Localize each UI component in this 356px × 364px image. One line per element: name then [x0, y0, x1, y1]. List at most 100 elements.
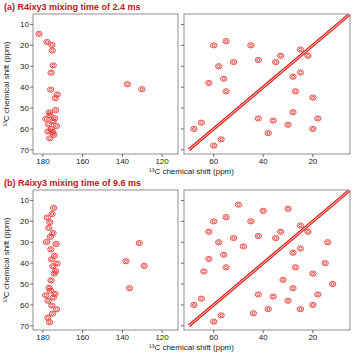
- peak: [322, 261, 328, 266]
- y-tick: [181, 200, 184, 201]
- y-tick: [30, 284, 33, 285]
- peak: [292, 89, 298, 94]
- peak: [240, 244, 246, 249]
- panel: 18016014012010203040506070: [20, 190, 178, 342]
- peak: [51, 116, 57, 121]
- peak: [272, 59, 278, 64]
- y-tick-label: 70: [20, 322, 29, 331]
- peak: [305, 229, 311, 234]
- peak: [292, 265, 298, 270]
- peak: [44, 39, 50, 44]
- peak: [52, 108, 58, 113]
- peak: [310, 126, 316, 131]
- panel-title: (a) R4ixy3 mixing time of 2.4 ms: [4, 2, 141, 12]
- peak: [290, 286, 296, 291]
- peak: [223, 215, 229, 220]
- peak: [45, 122, 51, 127]
- x-tick-label: 60: [209, 333, 218, 342]
- marks: [36, 31, 145, 141]
- peak: [250, 311, 256, 316]
- peak: [198, 296, 204, 301]
- peak: [48, 70, 54, 75]
- peak: [206, 256, 212, 261]
- peak: [255, 292, 261, 297]
- y-tick-label: 40: [20, 83, 29, 92]
- peak: [47, 234, 53, 239]
- y-tick: [30, 45, 33, 46]
- plot-frame: [184, 190, 350, 330]
- peak: [43, 293, 49, 298]
- peak: [141, 263, 147, 268]
- x-tick-label: 20: [308, 157, 317, 166]
- peak: [198, 120, 204, 125]
- x-tick-label: 180: [36, 333, 50, 342]
- peak: [305, 53, 311, 58]
- x-tick-label: 40: [259, 333, 268, 342]
- peak: [53, 123, 59, 128]
- peak: [36, 31, 42, 36]
- peak: [48, 247, 54, 252]
- y-tick-label: 10: [20, 20, 29, 29]
- y-tick: [30, 149, 33, 150]
- y-tick: [181, 284, 184, 285]
- y-tick-label: 50: [20, 280, 29, 289]
- y-axis-title: ¹³C chemical shift (ppm): [2, 217, 11, 302]
- y-tick: [181, 304, 184, 305]
- peak: [50, 205, 56, 210]
- figure: 18016014012010203040506070(a) R4ixy3 mix…: [0, 0, 356, 364]
- peak: [297, 307, 303, 312]
- peak: [50, 295, 56, 300]
- y-tick: [181, 149, 184, 150]
- peak: [285, 122, 291, 127]
- peak: [285, 206, 291, 211]
- peak: [49, 42, 55, 47]
- peak: [201, 269, 207, 274]
- peak: [206, 80, 212, 85]
- y-tick: [181, 87, 184, 88]
- x-tick-label: 180: [36, 157, 50, 166]
- y-tick-label: 10: [20, 196, 29, 205]
- peak: [211, 143, 217, 148]
- peak: [139, 87, 145, 92]
- x-tick-label: 140: [116, 157, 130, 166]
- y-tick: [30, 128, 33, 129]
- y-tick-label: 70: [20, 146, 29, 155]
- peak: [270, 118, 276, 123]
- x-tick-label: 160: [76, 157, 90, 166]
- marks: [189, 14, 350, 150]
- peak: [329, 281, 335, 286]
- peak: [223, 89, 229, 94]
- y-tick: [181, 128, 184, 129]
- peak: [211, 219, 217, 224]
- y-tick: [181, 66, 184, 67]
- y-tick: [30, 66, 33, 67]
- peak: [211, 319, 217, 324]
- peak: [255, 233, 261, 238]
- peak: [45, 225, 51, 230]
- peak: [54, 92, 60, 97]
- peak: [52, 291, 58, 296]
- y-tick: [30, 325, 33, 326]
- diagonal: [189, 190, 350, 326]
- diagonal: [189, 14, 350, 150]
- plot-frame: [184, 14, 350, 154]
- panel: 604020: [181, 14, 350, 166]
- peak: [290, 74, 296, 79]
- peak: [43, 239, 49, 244]
- x-tick-label: 20: [308, 333, 317, 342]
- y-tick-label: 30: [20, 62, 29, 71]
- plot-frame: [33, 190, 178, 330]
- y-tick-label: 60: [20, 125, 29, 134]
- peak: [46, 136, 52, 141]
- y-tick-label: 50: [20, 104, 29, 113]
- peak: [265, 131, 271, 136]
- peak: [277, 229, 283, 234]
- diagonal-core: [189, 14, 350, 150]
- y-tick-label: 60: [20, 301, 29, 310]
- y-tick: [181, 325, 184, 326]
- x-tick-label: 60: [209, 157, 218, 166]
- peak: [49, 211, 55, 216]
- peak: [280, 277, 286, 282]
- peak: [191, 126, 197, 131]
- peak: [310, 302, 316, 307]
